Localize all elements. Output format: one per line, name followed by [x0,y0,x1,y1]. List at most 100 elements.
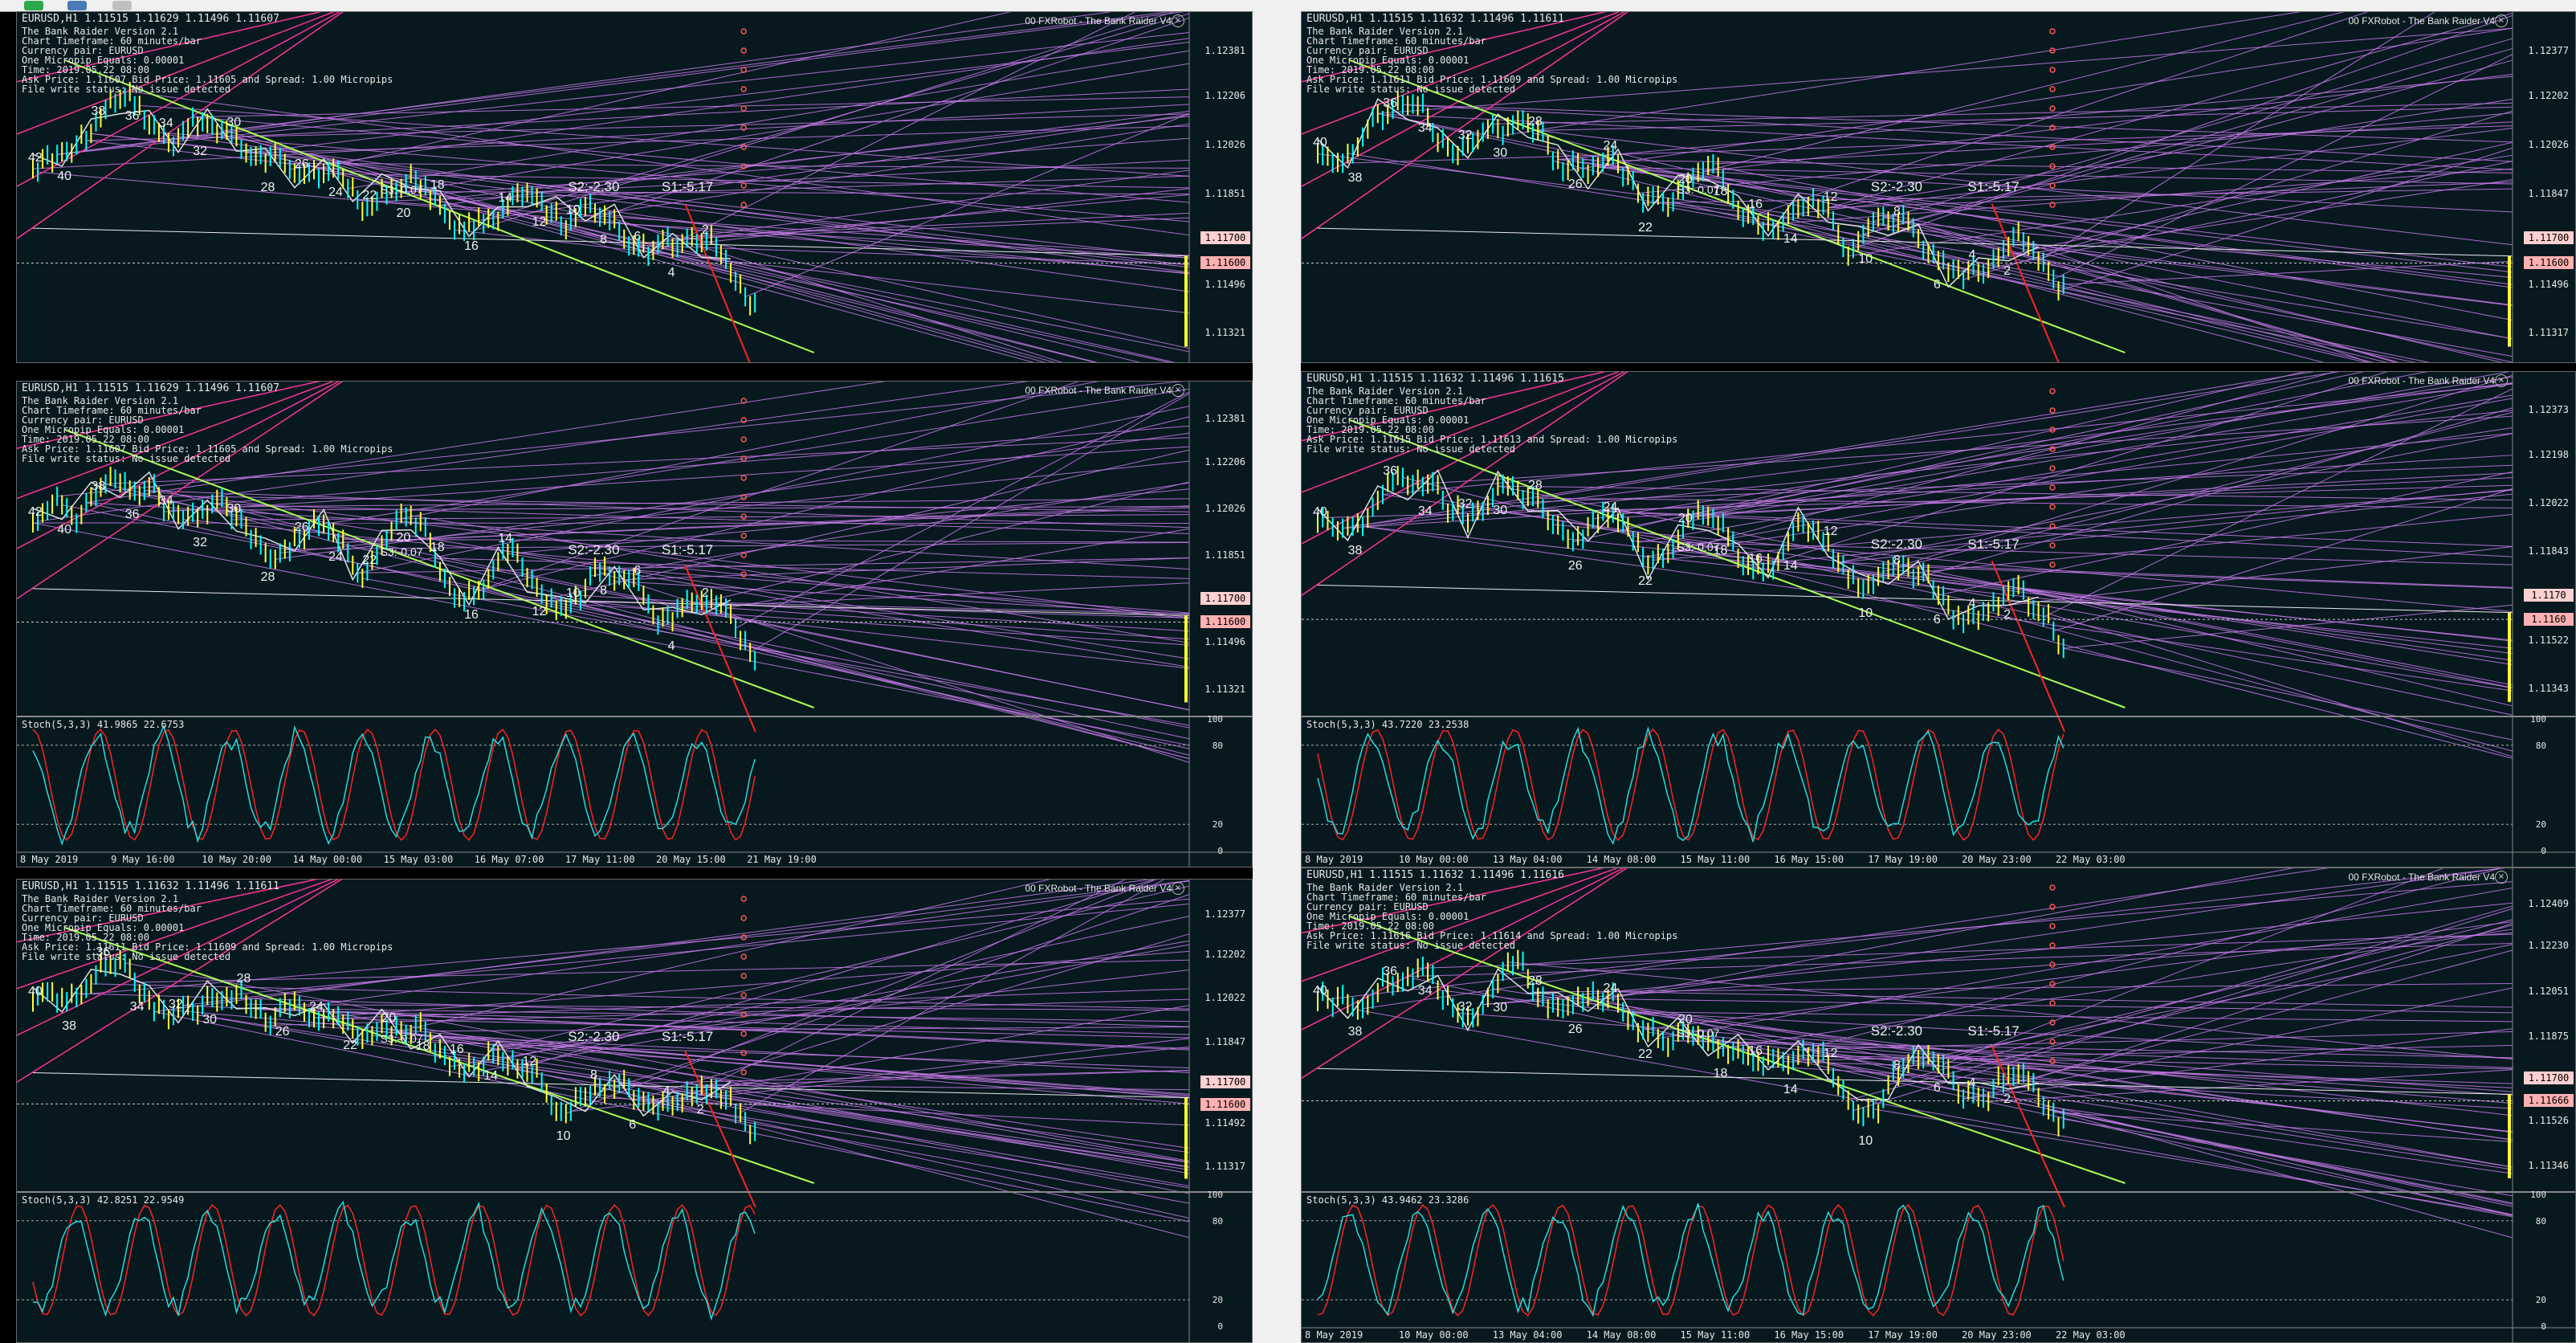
price-tick: 1.11851 [1204,549,1245,561]
fan-line [1538,497,2513,508]
wave-label: 16 [450,1042,464,1056]
close-icon[interactable]: × [1172,14,1184,27]
wave-label: 26 [275,1025,290,1039]
support-label-s3: S3:-0.07 [380,182,423,196]
wave-label: 6 [1933,278,1941,292]
robot-label: 00 FXRobot - The Bank Raider V4 [2348,15,2495,27]
wave-label: 38 [1347,543,1363,557]
wave-label: 32 [1457,128,1473,142]
chart-window-3[interactable]: EURUSD,H1 1.11515 1.11629 1.11496 1.1160… [16,381,1253,867]
fan-line [391,188,1096,362]
ask-price-label: 1.11700 [1200,231,1250,245]
candles [32,467,756,671]
signal-dot [2049,446,2056,452]
signal-dot [740,67,747,73]
fan-line [653,1104,1190,1204]
robot-label: 00 FXRobot - The Bank Raider V4 [2348,872,2495,883]
price-tick: 1.12051 [2528,985,2569,997]
chart-window-1[interactable]: EURUSD,H1 1.11515 1.11629 1.11496 1.1160… [16,11,1253,363]
fan-line [1663,201,2513,307]
wave-label: 40 [57,169,71,183]
fan-line [725,607,1190,640]
wave-label: 12 [1823,524,1838,538]
time-label: 22 May 03:00 [2055,854,2126,865]
signal-dot [740,1031,747,1037]
info-line: Chart Timeframe: 60 minutes/bar [1306,395,1486,406]
wave-label: 20 [396,206,411,220]
fan-line [624,557,1190,581]
close-icon[interactable]: × [1172,882,1184,895]
fan-line [1998,546,2513,607]
close-icon[interactable]: × [2495,871,2508,884]
info-line: The Bank Raider Version 2.1 [22,26,179,37]
fan-line [1988,611,2513,752]
info-line: Time: 2019.05.22 08:00 [1306,921,1434,932]
fan-line [1498,485,2513,501]
wave-label: 26 [294,157,309,171]
chart-window-5[interactable]: EURUSD,H1 1.11515 1.11632 1.11496 1.1161… [16,879,1253,1343]
fan-line [1442,500,2513,689]
info-line: The Bank Raider Version 2.1 [22,893,179,904]
fan-line [1713,121,2513,165]
robot-label: 00 FXRobot - The Bank Raider V4 [2348,375,2495,386]
chart-window-4[interactable]: EURUSD,H1 1.11515 1.11632 1.11496 1.1161… [1301,371,2576,867]
price-tick: 1.11321 [1204,327,1245,339]
fan-line [551,598,1190,756]
fan-line [619,1070,1190,1084]
fan-line [1643,427,2513,557]
fan-line [270,998,1190,1027]
fan-line [313,1017,1190,1039]
fan-line [677,880,1126,1102]
fan-line [1637,394,2513,543]
trend-line [1302,372,1607,442]
signal-dots [2049,388,2056,568]
fan-line [1657,887,2513,1039]
chart-title: EURUSD,H1 1.11515 1.11629 1.11496 1.1160… [22,13,279,25]
gear-icon[interactable] [67,1,87,10]
wave-label: 20 [1678,1012,1693,1027]
close-icon[interactable]: × [2495,374,2508,387]
stoch-level: 0 [2541,846,2546,856]
chart-title: EURUSD,H1 1.11515 1.11629 1.11496 1.1160… [22,382,279,394]
fan-line [541,201,1190,292]
zigzag-line [32,471,732,616]
fan-line [396,190,1190,195]
fan-lines [32,12,1190,362]
time-label: 15 May 03:00 [383,854,454,865]
fan-line [410,515,1190,643]
fan-line [599,1087,1190,1239]
signal-dot [740,1050,747,1056]
fan-line [1873,1108,2513,1215]
fan-line [1863,234,2388,362]
signal-dot [740,182,747,189]
fan-line [377,1031,1190,1104]
price-chart-canvas [17,382,1252,867]
signal-dot [740,417,747,423]
close-icon[interactable]: × [2495,14,2508,27]
fan-line [1377,27,2513,114]
fan-line [420,189,1141,362]
info-line: Ask Price: 1.11611 Bid Price: 1.11609 an… [1306,74,1678,85]
candles [32,82,756,316]
wave-label: 28 [1528,115,1543,129]
red-trend-line [1991,203,2060,362]
fan-line [348,50,1190,190]
price-tick: 1.12377 [1204,908,1245,920]
trend-line [1302,12,1620,135]
chart-icon[interactable] [112,1,132,10]
signal-dot [2049,388,2056,394]
bid-price-label: 1.11600 [1200,255,1250,269]
fan-line [1377,112,2513,362]
stoch-main-line [1317,726,2064,846]
signal-dot [740,202,747,208]
fan-line [2063,604,2513,649]
close-icon[interactable]: × [1172,384,1184,397]
chart-window-6[interactable]: EURUSD,H1 1.11515 1.11632 1.11496 1.1161… [1301,867,2576,1343]
chart-window-2[interactable]: EURUSD,H1 1.11515 1.11632 1.11496 1.1161… [1301,11,2576,363]
fan-line [425,1027,1190,1032]
fan-line [1888,905,2513,1086]
plus-icon[interactable] [24,1,43,10]
fan-line [483,589,1190,740]
trend-line [17,880,343,1083]
info-line: Ask Price: 1.11615 Bid Price: 1.11613 an… [1306,434,1678,445]
